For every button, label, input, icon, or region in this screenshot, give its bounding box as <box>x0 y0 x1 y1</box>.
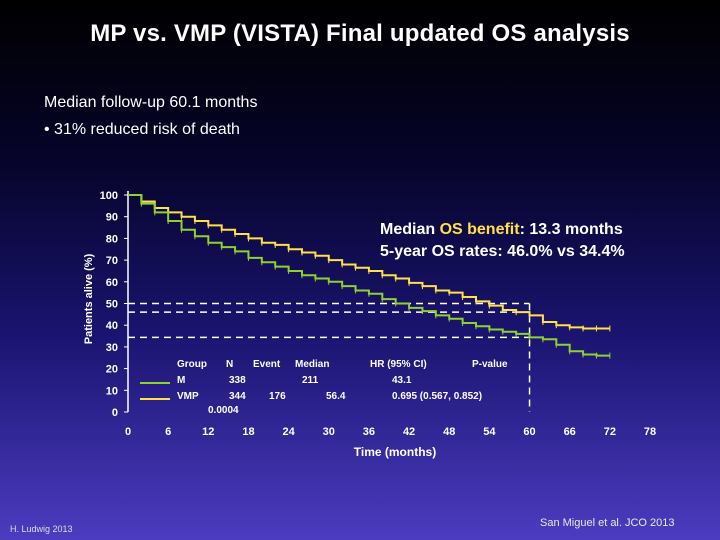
y-tick-label: 80 <box>106 233 118 245</box>
legend-header-median: Median <box>295 359 329 370</box>
subtitle-follow-up: Median follow-up 60.1 months <box>44 94 258 111</box>
chart-axes: 0 10 20 30 40 50 60 70 80 90 100 0 6 12 18 24 30 36 42 48 54… <box>100 190 656 438</box>
x-axis-label: Time (months) <box>354 445 436 459</box>
chart-series <box>128 194 611 359</box>
callout-line1: Median OS benefit: 13.3 months <box>380 221 623 238</box>
x-tick-label: 42 <box>403 426 415 438</box>
y-tick-label: 40 <box>106 320 118 332</box>
legend-header-event: Event <box>253 359 281 370</box>
y-tick-label: 10 <box>106 385 118 397</box>
legend-n-m: 338 <box>229 375 246 386</box>
callout-highlight: OS benefit <box>440 221 521 238</box>
reference-lines <box>128 302 531 412</box>
legend-group-m: M <box>177 375 185 386</box>
x-tick-label: 60 <box>523 426 535 438</box>
slide-title: MP vs. VMP (VISTA) Final updated OS anal… <box>90 20 630 47</box>
y-tick-label: 20 <box>106 364 118 376</box>
x-tick-label: 54 <box>483 426 496 438</box>
subtitle-risk-reduction: • 31% reduced risk of death <box>44 121 240 138</box>
y-tick-label: 50 <box>106 299 118 311</box>
legend-hr-vmp: 0.695 (0.567, 0.852) <box>392 391 482 402</box>
callout-suffix: : 13.3 months <box>520 221 623 238</box>
y-axis-label: Patients alive (%) <box>83 253 95 344</box>
legend-pvalue: 0.0004 <box>208 405 239 416</box>
legend-table: Group N Event Median HR (95% CI) P-value… <box>140 359 508 416</box>
y-tick-label: 30 <box>106 342 118 354</box>
legend-group-vmp: VMP <box>177 391 199 402</box>
x-tick-label: 66 <box>564 426 576 438</box>
x-tick-label: 78 <box>644 426 656 438</box>
x-tick-label: 24 <box>282 426 295 438</box>
legend-n-vmp: 344 <box>229 391 246 402</box>
legend-median-vmp: 56.4 <box>326 391 346 402</box>
legend-header-hr: HR (95% CI) <box>370 359 427 370</box>
y-tick-label: 100 <box>100 190 118 202</box>
footer-citation: San Miguel et al. JCO 2013 <box>540 517 675 529</box>
legend-hr-m: 43.1 <box>392 375 412 386</box>
callout-prefix: Median <box>380 221 440 238</box>
x-tick-label: 12 <box>202 426 214 438</box>
series-line-vmp <box>128 194 610 330</box>
y-tick-label: 70 <box>106 255 118 267</box>
callout-line2: 5-year OS rates: 46.0% vs 34.4% <box>380 243 625 260</box>
y-tick-label: 0 <box>112 407 118 419</box>
x-tick-label: 72 <box>604 426 616 438</box>
y-tick-label: 90 <box>106 212 118 224</box>
x-tick-label: 48 <box>443 426 455 438</box>
legend-header-pvalue: P-value <box>472 359 508 370</box>
x-tick-label: 36 <box>363 426 375 438</box>
x-tick-label: 18 <box>242 426 254 438</box>
x-tick-label: 30 <box>323 426 335 438</box>
legend-header-n: N <box>226 359 233 370</box>
series-line-mp <box>128 194 610 357</box>
legend-event-vmp: 176 <box>269 391 286 402</box>
legend-header-group: Group <box>177 359 207 370</box>
y-tick-label: 60 <box>106 277 118 289</box>
legend-median-m: 211 <box>302 375 319 386</box>
x-tick-label: 6 <box>165 426 171 438</box>
footer-author: H. Ludwig 2013 <box>10 524 73 534</box>
x-tick-label: 0 <box>125 426 131 438</box>
